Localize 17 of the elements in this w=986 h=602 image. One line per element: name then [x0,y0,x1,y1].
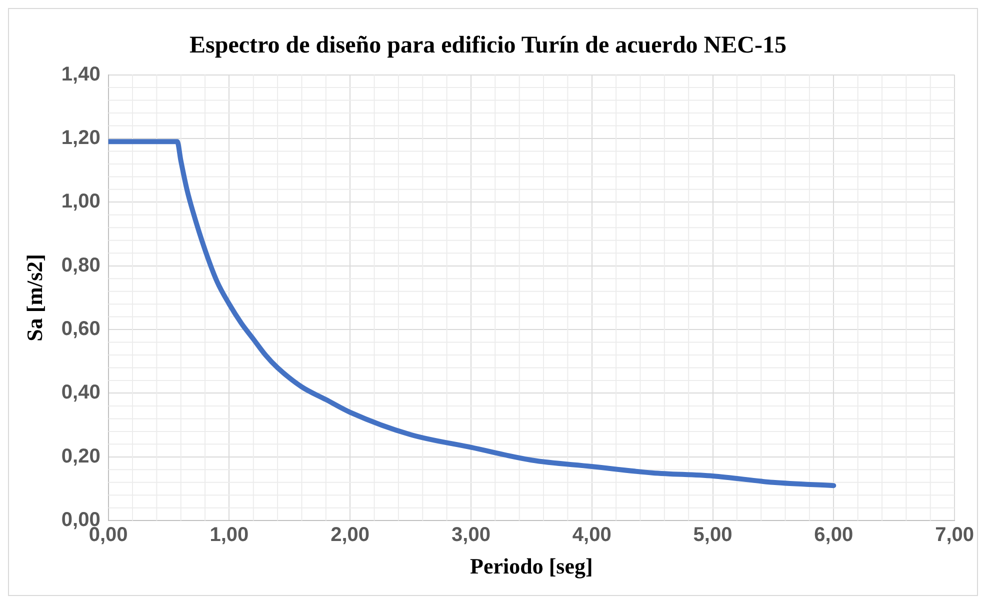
y-tick-label: 1,00 [61,190,100,213]
y-tick-label: 0,60 [61,318,100,340]
y-tick-label: 1,20 [61,127,100,149]
y-tick-label: 0,40 [61,382,100,404]
x-tick-label: 7,00 [935,524,974,546]
y-tick-label: 0,20 [61,445,100,468]
x-tick-label: 6,00 [814,524,854,546]
x-tick-label: 4,00 [572,524,612,546]
x-tick-label: 3,00 [452,524,490,546]
x-tick-label: 1,00 [210,524,249,546]
y-tick-label: 1,40 [61,63,100,86]
x-tick-label: 2,00 [330,524,370,546]
y-tick-label: 0,80 [61,254,100,276]
x-tick-label: 5,00 [693,524,732,546]
y-axis-title: Sa [m/s2] [22,254,47,342]
chart-title: Espectro de diseño para edificio Turín de acuerdo NEC-15 [190,32,786,59]
x-axis-title: Periodo [seg] [470,553,593,578]
